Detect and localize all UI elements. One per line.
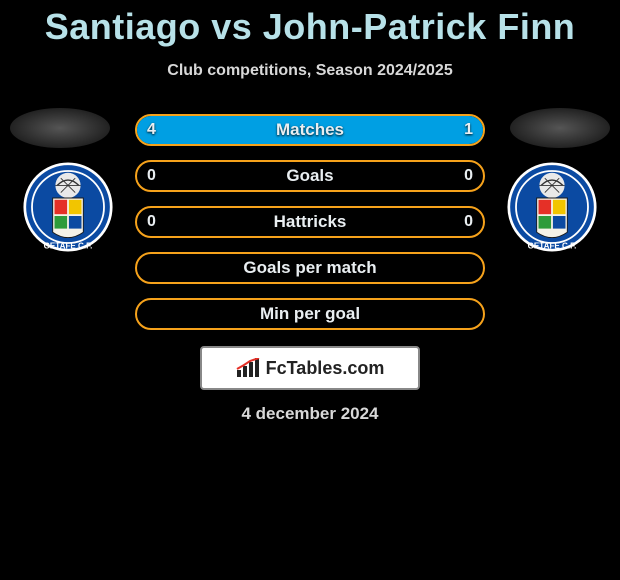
stat-value-right: 1: [464, 121, 473, 139]
footer-brand: FcTables.com: [200, 346, 420, 390]
stat-row: Hattricks0 0: [135, 206, 485, 238]
stat-value-left: 0: [147, 213, 156, 231]
comparison-title: Santiago vs John-Patrick Finn: [0, 0, 620, 48]
club-crest-left: GETAFE C.F.: [23, 162, 113, 252]
stat-row: Goals0 0: [135, 160, 485, 192]
stat-label: Hattricks: [137, 212, 483, 232]
stat-label: Min per goal: [137, 304, 483, 324]
stat-label: Matches: [137, 120, 483, 140]
stat-value-left: 0: [147, 167, 156, 185]
stat-row: Goals per match: [135, 252, 485, 284]
stat-value-right: 0: [464, 213, 473, 231]
comparison-subtitle: Club competitions, Season 2024/2025: [0, 62, 620, 80]
stat-row: Matches4 1: [135, 114, 485, 146]
stat-bars: Matches41Goals00Hattricks00Goals per mat…: [135, 114, 485, 330]
stat-value-left: 4: [147, 121, 156, 139]
bar-chart-icon: [236, 358, 260, 378]
footer-brand-text: FcTables.com: [266, 358, 385, 379]
stat-label: Goals per match: [137, 258, 483, 278]
stat-row: Min per goal: [135, 298, 485, 330]
club-crest-right: GETAFE C.F.: [507, 162, 597, 252]
getafe-crest-icon: GETAFE C.F.: [507, 162, 597, 252]
player-left-avatar-slot: [10, 108, 110, 148]
comparison-stage: GETAFE C.F. GETAFE C.F. Matches41Goals00…: [0, 114, 620, 424]
stat-label: Goals: [137, 166, 483, 186]
svg-text:GETAFE C.F.: GETAFE C.F.: [528, 241, 577, 250]
svg-text:GETAFE C.F.: GETAFE C.F.: [44, 241, 93, 250]
stat-value-right: 0: [464, 167, 473, 185]
player-right-avatar-slot: [510, 108, 610, 148]
getafe-crest-icon: GETAFE C.F.: [23, 162, 113, 252]
comparison-date: 4 december 2024: [0, 404, 620, 424]
